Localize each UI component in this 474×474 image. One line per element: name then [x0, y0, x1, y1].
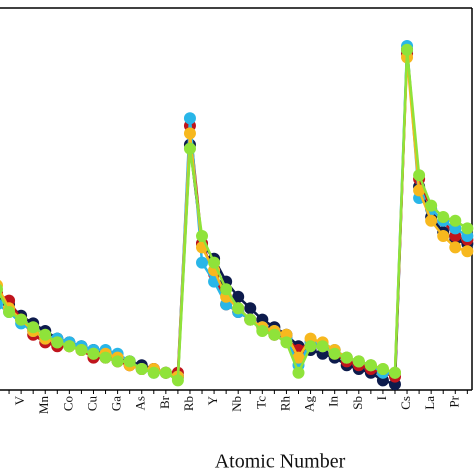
x-tick-label: Nb [229, 396, 244, 412]
data-point [413, 169, 426, 182]
data-point [0, 299, 3, 310]
data-point [39, 328, 52, 341]
x-tick-label: Rh [277, 396, 292, 412]
x-tick-label: Cs [398, 396, 413, 410]
series-line [0, 49, 469, 383]
data-point [171, 374, 184, 387]
data-point [425, 214, 438, 227]
data-point [316, 340, 329, 353]
data-point [425, 199, 438, 212]
data-point [0, 284, 3, 295]
data-point [232, 302, 245, 315]
data-point [388, 366, 401, 379]
x-tick-label: La [422, 396, 437, 410]
data-point [437, 230, 450, 242]
data-point [352, 355, 365, 368]
data-point [111, 355, 124, 368]
data-point [123, 355, 136, 368]
data-point [3, 306, 16, 318]
data-point [220, 283, 233, 296]
x-tick-label: Tc [253, 396, 268, 409]
data-point [135, 363, 148, 375]
data-point [280, 336, 293, 349]
data-point [292, 351, 305, 364]
data-point [328, 347, 341, 360]
data-point [99, 351, 112, 364]
data-point [256, 325, 269, 337]
data-point [208, 256, 221, 269]
data-point [437, 211, 450, 223]
plot-area [0, 40, 474, 391]
x-tick-label: Br [157, 395, 172, 409]
data-point [376, 363, 389, 375]
x-tick-label: Cu [84, 396, 99, 412]
x-tick-label: Y [205, 395, 220, 405]
data-point [15, 313, 28, 326]
data-point [268, 328, 281, 341]
data-point [449, 214, 462, 227]
data-point [63, 340, 76, 353]
data-point [75, 344, 88, 356]
data-point [401, 43, 414, 56]
x-tick-label: Ag [302, 396, 317, 412]
x-tick-label: Sb [350, 396, 365, 410]
data-point [159, 366, 172, 379]
data-point [413, 184, 426, 197]
data-point [183, 112, 196, 125]
x-tick-label: V [12, 395, 27, 405]
x-tick-label: Rb [181, 396, 196, 411]
data-point [364, 359, 377, 372]
x-tick-label: Co [60, 396, 75, 411]
series-line [0, 45, 469, 379]
x-tick-label: Sc [0, 396, 3, 409]
data-point [27, 321, 40, 334]
x-tick-label: As [133, 396, 148, 410]
data-point [449, 241, 462, 254]
data-point [183, 142, 196, 155]
data-point [232, 290, 245, 303]
data-point [244, 313, 257, 326]
x-tick-label: I [374, 396, 389, 400]
data-point [304, 340, 317, 353]
data-point [87, 347, 100, 360]
data-point [183, 127, 196, 140]
data-point [244, 302, 257, 315]
x-axis-title: Atomic Number [215, 451, 346, 473]
x-tick-label: Pr [446, 395, 461, 407]
data-point [147, 366, 160, 379]
data-point [340, 351, 353, 364]
data-point [196, 256, 209, 269]
x-tick-label: Mn [36, 396, 51, 415]
data-point [292, 366, 305, 379]
x-tick-label: Ga [109, 396, 124, 411]
data-point [461, 222, 474, 235]
data-point [196, 230, 209, 242]
data-point [461, 245, 474, 258]
x-tick-label: In [326, 396, 341, 407]
data-point [51, 336, 64, 349]
